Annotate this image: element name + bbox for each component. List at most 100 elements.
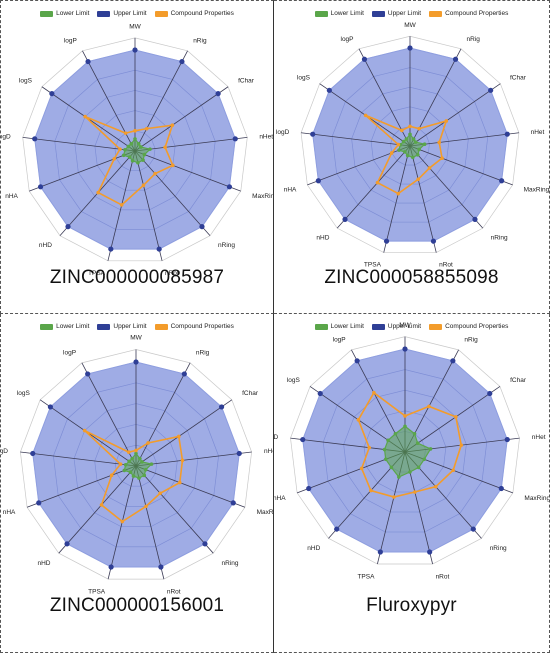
legend-swatch: [371, 323, 385, 330]
legend-item: Lower Limit: [314, 10, 364, 17]
axis-label: nRig: [196, 349, 210, 356]
axis-spoke: [404, 386, 501, 453]
chart-panel-3: Lower Limit Upper Limit Compound Propertie…: [274, 314, 550, 653]
lower-limit-point: [130, 159, 135, 163]
compound-point: [451, 468, 455, 473]
axis-label: logS: [287, 377, 301, 384]
axis-label: nHD: [316, 234, 329, 241]
axis-spoke: [409, 83, 501, 147]
grid-ring: [290, 336, 520, 565]
radar-chart: MW nRig fChar nHet MaxRing nRing nRot TPSA nHD nH…: [274, 322, 549, 581]
axis-label: TPSA: [88, 270, 106, 277]
axis-label: fChar: [510, 74, 527, 81]
axis-label: nHA: [274, 495, 286, 502]
compound-point: [459, 443, 464, 447]
axis-label: logD: [274, 434, 279, 441]
legend-item: Lower Limit: [40, 323, 89, 330]
upper-limit-point: [315, 178, 321, 184]
inner-grid-ring: [74, 90, 196, 211]
legend-label: Compound Properties: [445, 10, 509, 17]
compound-point: [134, 448, 138, 453]
upper-limit-point: [306, 485, 312, 492]
compound-line: [84, 429, 184, 523]
lower-limit-point: [393, 431, 398, 436]
axis-label: nHet: [259, 133, 273, 140]
radar-chart: MW nRig fChar nHet MaxRing nRing nRot TPSA nHD nH…: [1, 23, 274, 277]
axis-spoke: [135, 399, 233, 467]
axis-label: MW: [129, 23, 141, 30]
upper-limit-point: [504, 436, 510, 443]
upper-limit-point: [488, 87, 494, 93]
axis-label: nRing: [490, 545, 507, 552]
lower-limit-point: [133, 137, 137, 141]
compound-point: [163, 145, 167, 150]
compound-point: [444, 119, 449, 123]
upper-limit-point: [181, 371, 187, 377]
compound-point: [369, 488, 373, 493]
upper-limit-point: [236, 450, 242, 457]
upper-limit-point: [407, 45, 413, 51]
lower-limit-point: [416, 465, 421, 470]
upper-limit-point: [470, 526, 476, 532]
compound-point: [180, 458, 185, 463]
compound-point: [153, 171, 157, 176]
lower-limit-point: [411, 155, 415, 160]
lower-limit-point: [408, 132, 412, 137]
lower-limit-point: [137, 476, 141, 480]
legend-swatch: [40, 10, 54, 17]
axis-label: logP: [63, 349, 76, 356]
axis-spoke: [135, 465, 214, 554]
upper-limit-point: [202, 541, 208, 547]
compound-point: [437, 140, 441, 145]
compound-line: [365, 114, 448, 195]
upper-limit-point: [326, 87, 332, 93]
upper-limit-point: [179, 58, 185, 65]
axis-spoke: [409, 145, 513, 186]
compound-point: [176, 434, 181, 439]
compound-point: [389, 151, 394, 155]
axis-label: logS: [19, 77, 33, 84]
axis-label: nHA: [5, 193, 18, 200]
lower-limit-point: [415, 441, 420, 446]
lower-limit-point: [383, 457, 388, 462]
upper-limit-point: [49, 91, 55, 97]
axis-spoke: [58, 465, 137, 554]
lower-limit-point: [126, 144, 131, 149]
axis-spoke: [135, 451, 252, 467]
upper-limit-point: [230, 500, 236, 506]
legend-label: Lower Limit: [330, 10, 364, 17]
lower-limit-point: [389, 465, 394, 470]
upper-limit-point: [32, 136, 38, 142]
compound-point: [356, 418, 361, 422]
compound-point: [375, 180, 380, 185]
compound-line: [357, 391, 463, 498]
chart-panel-1: Lower Limit Upper Limit Compound Propertie…: [274, 0, 550, 314]
compound-point: [112, 157, 117, 161]
compound-point: [433, 484, 438, 489]
axis-label: fChar: [510, 377, 527, 384]
lower-limit-point: [121, 153, 126, 158]
axis-label: MaxRing: [252, 193, 274, 200]
compound-point: [99, 503, 104, 507]
grid-ring: [300, 35, 520, 253]
upper-limit-point: [504, 131, 510, 137]
axis-label: nHet: [532, 434, 546, 441]
legend-swatch: [97, 10, 111, 17]
chart-caption: ZINC000000085987: [49, 267, 225, 288]
inner-grid-ring: [54, 69, 216, 230]
legend-item: Compound Properties: [154, 10, 234, 17]
compound-point: [144, 126, 149, 131]
axis-spoke: [29, 150, 136, 192]
inner-grid-ring: [115, 444, 157, 487]
upper-limit-point: [199, 223, 205, 230]
axis-spoke: [300, 132, 411, 147]
compound-line: [84, 115, 174, 206]
legend-item: Compound Properties: [429, 323, 508, 330]
axis-spoke: [134, 136, 248, 152]
compound-point: [177, 480, 182, 485]
radar-chart: MW nRig fChar nHet MaxRing nRing nRot TPSA nHD nH…: [276, 22, 549, 269]
axis-spoke: [409, 145, 484, 229]
axis-label: nHA: [284, 187, 297, 194]
lower-limit-point: [417, 147, 421, 152]
lower-limit-point: [404, 137, 409, 141]
